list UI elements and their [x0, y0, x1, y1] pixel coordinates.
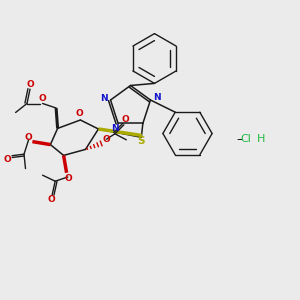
Text: O: O — [122, 116, 129, 124]
Text: O: O — [26, 80, 34, 89]
Text: H: H — [257, 134, 265, 145]
Text: N: N — [100, 94, 107, 103]
Text: O: O — [102, 135, 110, 144]
Text: N: N — [111, 124, 119, 134]
Text: S: S — [138, 136, 145, 146]
Text: –: – — [237, 133, 243, 146]
Text: N: N — [153, 92, 160, 101]
Text: O: O — [48, 195, 56, 204]
Text: O: O — [24, 133, 32, 142]
Text: O: O — [4, 155, 12, 164]
Text: O: O — [75, 109, 83, 118]
Text: O: O — [39, 94, 46, 103]
Text: O: O — [64, 174, 72, 183]
Text: Cl: Cl — [241, 134, 251, 145]
